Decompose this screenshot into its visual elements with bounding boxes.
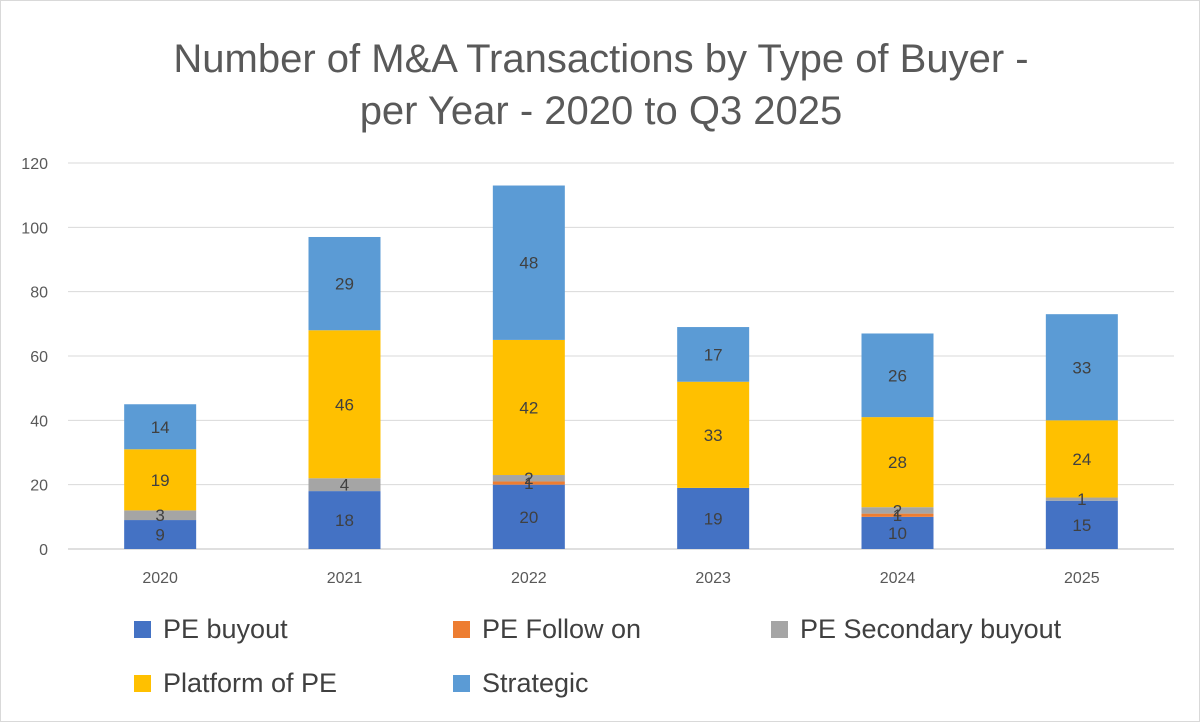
data-label: 1 — [893, 506, 902, 525]
x-tick-label: 2024 — [880, 570, 916, 587]
data-label: 1 — [1077, 490, 1086, 509]
bar-segment — [492, 481, 565, 485]
data-label: 33 — [704, 426, 723, 445]
legend-swatch-pe-follow-on — [453, 621, 470, 638]
bar-segment — [492, 484, 565, 549]
x-tick-label: 2025 — [1064, 570, 1100, 587]
x-tick-label: 2021 — [327, 570, 363, 587]
data-label: 48 — [519, 254, 538, 273]
y-tick-label: 20 — [30, 478, 48, 495]
bar-segment — [861, 513, 934, 517]
data-label: 33 — [1072, 358, 1091, 377]
bar-segment — [308, 478, 381, 492]
x-tick-label: 2020 — [142, 570, 178, 587]
data-label: 46 — [335, 395, 354, 414]
legend-item-pe-secondary-buyout: PE Secondary buyout — [771, 614, 1061, 645]
bar-segment — [1045, 314, 1118, 421]
legend-item-platform-of-pe: Platform of PE — [134, 668, 337, 699]
legend-label-strategic: Strategic — [482, 668, 589, 698]
y-tick-label: 60 — [30, 349, 48, 366]
chart-title: Number of M&A Transactions by Type of Bu… — [1, 33, 1200, 137]
legend-swatch-strategic — [453, 675, 470, 692]
y-tick-label: 80 — [30, 285, 48, 302]
chart-title-line-2: per Year - 2020 to Q3 2025 — [359, 89, 843, 133]
data-label: 17 — [704, 345, 723, 364]
data-label: 1 — [524, 474, 533, 493]
data-label: 18 — [335, 511, 354, 530]
chart-title-line-1: Number of M&A Transactions by Type of Bu… — [173, 37, 1029, 81]
bar-segment — [492, 475, 565, 482]
bar-segment — [677, 381, 750, 488]
bar-segment — [677, 487, 750, 549]
data-label: 29 — [335, 275, 354, 294]
bar-segment — [308, 491, 381, 549]
legend-label-platform-of-pe: Platform of PE — [163, 668, 338, 698]
legend-label-pe-secondary-buyout: PE Secondary buyout — [800, 614, 1062, 644]
data-label: 24 — [1072, 450, 1091, 469]
legend-swatch-platform-of-pe — [134, 675, 151, 692]
data-label: 3 — [155, 506, 164, 525]
x-tick-label: 2022 — [511, 570, 547, 587]
bar-segment — [124, 510, 197, 521]
data-label: 2 — [893, 501, 902, 520]
data-label: 14 — [151, 418, 170, 437]
legend-item-pe-follow-on: PE Follow on — [453, 614, 641, 645]
data-label: 10 — [888, 524, 907, 543]
bar-segment — [861, 507, 934, 514]
legend-item-pe-buyout: PE buyout — [134, 614, 288, 645]
bar-segment — [124, 404, 197, 450]
x-tick-label: 2023 — [695, 570, 731, 587]
data-label: 26 — [888, 366, 907, 385]
data-label: 20 — [519, 508, 538, 527]
bar-segment — [492, 339, 565, 476]
y-tick-label: 120 — [21, 156, 48, 173]
bar-segment — [308, 236, 381, 331]
data-label: 15 — [1072, 516, 1091, 535]
y-tick-label: 0 — [39, 542, 48, 559]
legend-swatch-pe-secondary-buyout — [771, 621, 788, 638]
bar-segment — [861, 417, 934, 508]
data-label: 42 — [519, 398, 538, 417]
bar-segment — [124, 520, 197, 549]
legend: PE buyout PE Follow on PE Secondary buyo… — [1, 609, 1200, 719]
plot-area: 0204060801001209319142020184462920212012… — [21, 156, 1174, 587]
y-tick-label: 100 — [21, 220, 48, 237]
bar-segment — [1045, 497, 1118, 501]
bar-segment — [308, 330, 381, 479]
bar-segment — [861, 333, 934, 418]
bar-segment — [124, 449, 197, 511]
bar-segment — [492, 185, 565, 340]
bar-segment — [1045, 500, 1118, 549]
data-label: 4 — [340, 476, 349, 495]
data-label: 28 — [888, 453, 907, 472]
y-tick-label: 40 — [30, 413, 48, 430]
legend-label-pe-follow-on: PE Follow on — [482, 614, 642, 644]
bar-segment — [861, 516, 934, 549]
legend-label-pe-buyout: PE buyout — [163, 614, 288, 644]
bar-segment — [677, 327, 750, 382]
data-label: 2 — [524, 469, 533, 488]
data-label: 9 — [155, 526, 164, 545]
data-label: 19 — [151, 471, 170, 490]
data-label: 19 — [704, 509, 723, 528]
bar-segment — [1045, 420, 1118, 498]
legend-swatch-pe-buyout — [134, 621, 151, 638]
legend-item-strategic: Strategic — [453, 668, 589, 699]
